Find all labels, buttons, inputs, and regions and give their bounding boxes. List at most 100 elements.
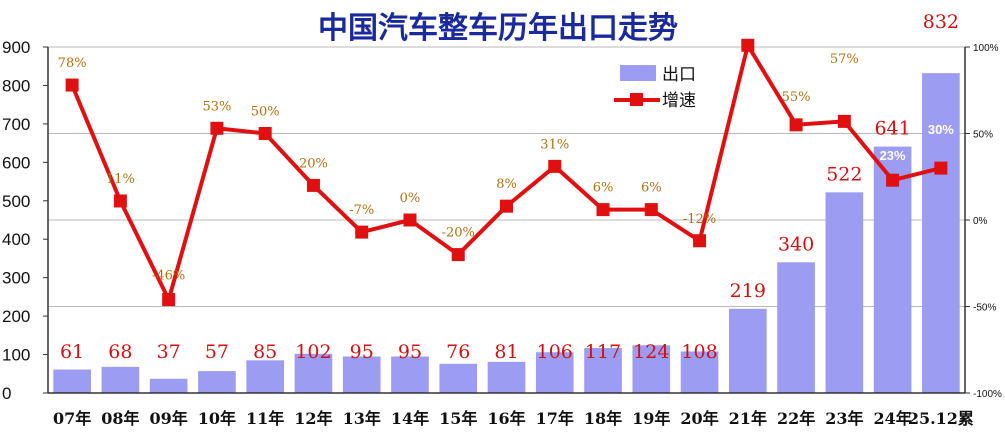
bar-13 [680, 351, 719, 393]
bar-value-label: 57 [205, 341, 229, 363]
category-label: 09年 [150, 409, 188, 428]
bar-value-label: 117 [585, 341, 621, 363]
growth-marker [210, 121, 224, 135]
growth-value-label: 0% [400, 191, 421, 206]
category-label: 08年 [101, 409, 139, 428]
growth-value-label: 23% [880, 148, 906, 163]
growth-value-label: 57% [830, 52, 859, 67]
growth-value-label: 50% [251, 105, 280, 120]
legend: 出口 增速 [614, 65, 696, 111]
bar-value-label: 108 [681, 341, 717, 363]
category-label: 07年 [53, 409, 91, 428]
right-tick-label: -100% [973, 389, 1002, 400]
bar-14 [728, 308, 767, 393]
bar-15 [777, 262, 815, 393]
bar-value-label: 106 [537, 341, 573, 363]
growth-value-label: 55% [782, 90, 811, 105]
bar-10 [535, 352, 574, 393]
bar-value-label: 61 [60, 341, 84, 363]
category-label: 23年 [825, 409, 863, 428]
growth-line-series [65, 38, 948, 307]
category-label: 17年 [536, 409, 574, 428]
growth-value-label: 8% [496, 177, 517, 192]
category-labels: 07年 08年 09年 10年 11年 12年 13年 14年 15年 16年 17年 18年 19年 2… [53, 409, 974, 428]
right-axis-ticks: -100% -50% 0% 50% 100% [965, 43, 1002, 400]
growth-marker [693, 234, 707, 248]
bar-18 [922, 73, 960, 394]
growth-marker [306, 178, 320, 192]
category-label: 10年 [198, 409, 236, 428]
growth-line [70, 43, 942, 302]
left-tick-label: 600 [2, 153, 30, 172]
right-tick-label: 100% [973, 43, 999, 54]
growth-marker [65, 78, 79, 92]
category-label: 22年 [777, 409, 815, 428]
bar-6 [342, 356, 381, 393]
chart-title: 中国汽车整车历年出口走势 [318, 11, 678, 46]
bar-16 [825, 192, 864, 393]
right-tick-label: -50% [973, 303, 996, 314]
category-label: 19年 [632, 409, 670, 428]
bar-value-label: 641 [874, 118, 910, 140]
category-label: 20年 [680, 409, 718, 428]
growth-value-label: -12% [683, 212, 716, 227]
bar-1 [101, 366, 140, 393]
growth-data-labels: 78% 11% -46% 53% 50% 20% -7% 0% -20% 8% 31% 6% 6% -12… [58, 52, 955, 284]
left-tick-label: 900 [2, 38, 30, 57]
bar-9 [487, 361, 526, 393]
left-tick-label: 200 [2, 307, 30, 326]
growth-value-label: 78% [58, 56, 87, 71]
bar-0 [53, 369, 91, 393]
growth-marker [403, 213, 417, 227]
bar-11 [584, 348, 622, 393]
left-tick-label: 500 [2, 192, 30, 211]
category-label: 18年 [584, 409, 622, 428]
bar-value-label: 76 [446, 341, 470, 363]
growth-marker [258, 127, 272, 140]
bar-value-label: 124 [633, 341, 669, 363]
bar-7 [391, 356, 429, 393]
bar-value-label: 832 [923, 11, 959, 33]
growth-marker [837, 114, 851, 128]
left-tick-label: 400 [2, 230, 30, 249]
category-label: 15年 [439, 409, 477, 428]
category-label: 13年 [343, 409, 381, 428]
growth-value-label: -7% [349, 203, 374, 218]
bar-value-label: 37 [157, 341, 181, 363]
category-label: 24年 [873, 409, 911, 428]
left-tick-label: 800 [2, 76, 30, 95]
growth-marker [162, 293, 176, 307]
growth-marker [596, 203, 610, 217]
growth-value-label: 11% [106, 172, 135, 187]
right-tick-label: 0% [973, 216, 988, 227]
growth-value-label: -20% [442, 226, 475, 241]
right-tick-label: 50% [973, 130, 993, 141]
bar-value-label: 85 [253, 341, 277, 363]
growth-marker [644, 203, 658, 217]
bar-series [53, 73, 960, 394]
growth-value-label: 20% [299, 156, 328, 171]
category-label: 16年 [487, 409, 525, 428]
growth-marker [355, 225, 369, 239]
bar-17 [873, 146, 912, 393]
bar-4 [246, 360, 285, 393]
legend-line-marker [630, 93, 643, 106]
bar-8 [439, 363, 478, 393]
bar-data-labels: 61 68 37 57 85 102 95 95 76 81 106 117 124 108 219 340 5… [60, 11, 959, 363]
left-tick-label: 100 [2, 346, 30, 365]
growth-marker [548, 159, 562, 173]
category-label: 14年 [391, 409, 429, 428]
growth-marker [789, 118, 803, 132]
bar-value-label: 68 [108, 341, 132, 363]
category-label: 11年 [246, 409, 284, 428]
growth-value-label: 6% [641, 181, 662, 196]
bar-value-label: 102 [295, 341, 331, 363]
bar-value-label: 81 [494, 341, 518, 363]
bar-value-label: 340 [778, 233, 814, 255]
category-label: 12年 [294, 409, 332, 428]
left-tick-label: 300 [2, 269, 30, 288]
growth-value-label: 53% [202, 99, 231, 114]
left-axis-ticks: 0 100 200 300 400 500 600 700 800 900 [2, 38, 48, 403]
growth-marker [113, 194, 127, 208]
